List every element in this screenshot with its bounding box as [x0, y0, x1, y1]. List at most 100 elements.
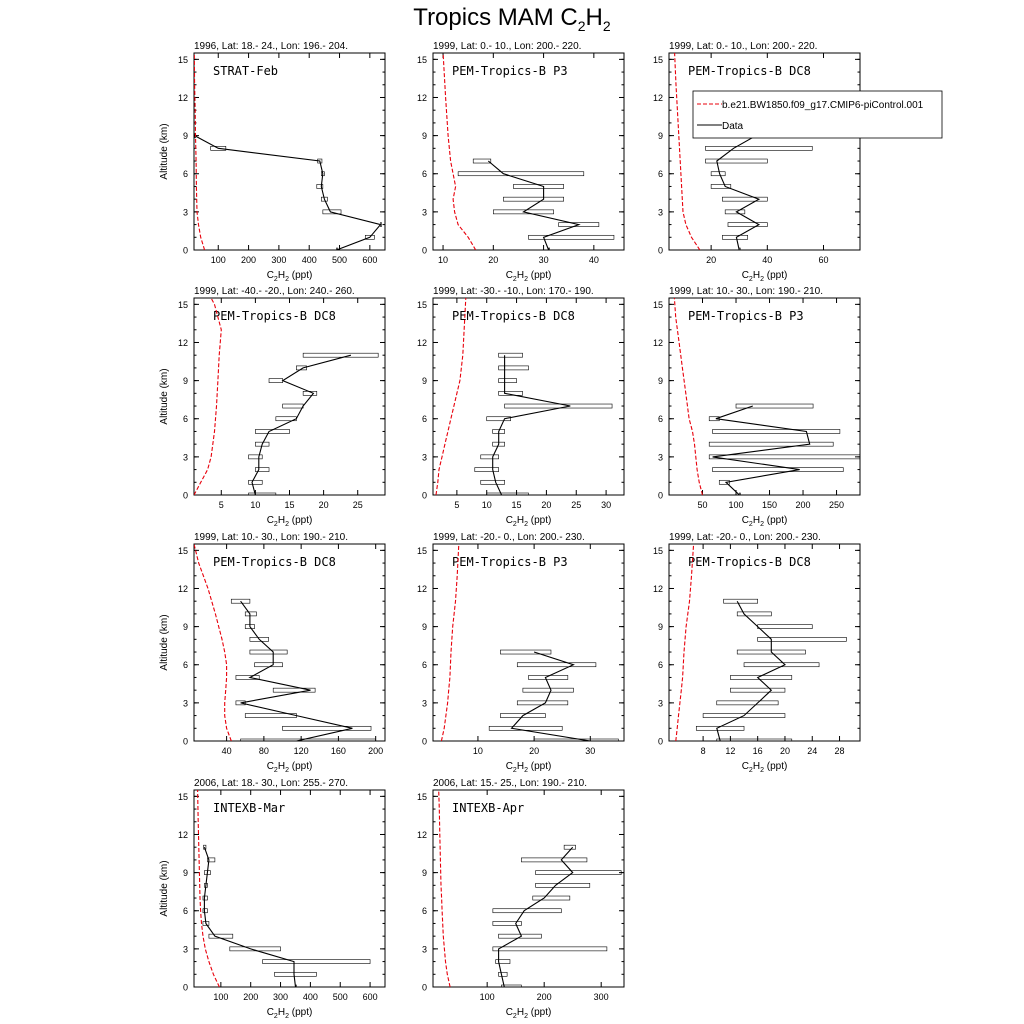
obs-range-box	[229, 946, 281, 952]
x-tick-label: 10	[473, 746, 483, 756]
obs-range-box	[274, 971, 317, 977]
x-tick-label: 8	[701, 746, 706, 756]
y-tick-label: 0	[422, 246, 427, 256]
y-tick-label: 12	[653, 93, 663, 103]
obs-range-box	[244, 611, 257, 617]
obs-range-box	[712, 467, 844, 472]
x-tick-label: 160	[331, 746, 346, 756]
legend-box	[692, 90, 943, 139]
y-tick-label: 6	[658, 169, 663, 179]
obs-range-box	[702, 713, 786, 718]
plot-area	[673, 298, 860, 495]
obs-range-box	[240, 738, 376, 741]
x-tick-label: 12	[725, 746, 735, 756]
obs-profile-line	[712, 405, 811, 495]
x-tick-label: 50	[698, 500, 708, 510]
obs-range-box	[727, 222, 768, 227]
plot-area	[442, 53, 615, 250]
obs-range-box	[498, 391, 523, 396]
y-tick-label: 12	[417, 93, 427, 103]
y-tick-label: 6	[422, 660, 427, 670]
obs-range-box	[230, 598, 251, 604]
y-tick-label: 15	[653, 546, 663, 556]
legend-obs-label: Data	[722, 121, 744, 132]
x-tick-label: 300	[594, 992, 609, 1002]
x-tick-label: 40	[589, 255, 599, 265]
obs-range-box	[488, 725, 563, 731]
x-tick-label: 25	[353, 500, 363, 510]
obs-profile-line	[203, 847, 297, 987]
y-tick-label: 12	[178, 338, 188, 348]
y-tick-label: 15	[417, 792, 427, 802]
obs-range-box	[722, 196, 768, 202]
y-tick-label: 0	[658, 246, 663, 256]
obs-range-box	[364, 234, 375, 240]
y-tick-label: 6	[183, 414, 188, 424]
y-tick-label: 12	[178, 584, 188, 594]
obs-range-box	[262, 959, 371, 964]
obs-profile-line	[510, 651, 591, 741]
y-tick-label: 0	[422, 737, 427, 747]
obs-range-box	[492, 946, 608, 952]
x-tick-label: 600	[362, 255, 377, 265]
obs-range-box	[501, 984, 522, 987]
obs-range-box	[723, 598, 758, 604]
panel-header: 1999, Lat: -30.- -10., Lon: 170.- 190.	[433, 286, 594, 297]
plot-frame	[193, 297, 386, 496]
x-tick-label: 120	[294, 746, 309, 756]
obs-range-box	[500, 713, 546, 718]
obs-range-box	[268, 378, 283, 383]
legend-model-label: b.e21.BW1850.f09_g17.CMIP6-piControl.001	[722, 100, 924, 111]
panel-header: 2006, Lat: 15.- 25., Lon: 190.- 210.	[433, 778, 587, 789]
x-axis-label: C2H2 (ppt)	[506, 761, 552, 774]
y-tick-label: 6	[422, 414, 427, 424]
chart-panel: 1999, Lat: -20.- 0., Lon: 200.- 230. PEM-…	[653, 532, 861, 774]
y-tick-label: 9	[183, 868, 188, 878]
chart-panel: 1996, Lat: 18.- 24., Lon: 196.- 204. STRA…	[159, 41, 386, 283]
obs-range-box	[322, 209, 342, 215]
obs-range-box	[295, 984, 297, 987]
y-tick-label: 12	[653, 338, 663, 348]
y-tick-label: 0	[658, 737, 663, 747]
plot-area	[194, 53, 382, 250]
y-tick-label: 3	[422, 944, 427, 954]
chart-panel: 1999, Lat: -20.- 0., Lon: 200.- 230. PEM-…	[417, 532, 625, 774]
campaign-label: PEM-Tropics-B DC8	[688, 64, 811, 78]
y-tick-label: 0	[183, 737, 188, 747]
obs-range-box	[493, 209, 554, 215]
y-tick-label: 6	[422, 169, 427, 179]
x-tick-label: 100	[213, 992, 228, 1002]
obs-range-box	[249, 649, 288, 655]
obs-range-box	[516, 662, 597, 668]
y-tick-label: 9	[658, 131, 663, 141]
y-tick-label: 6	[658, 414, 663, 424]
x-tick-label: 10	[482, 500, 492, 510]
obs-range-box	[710, 184, 732, 189]
chart-panel: 2006, Lat: 15.- 25., Lon: 190.- 210. INTE…	[417, 778, 625, 1020]
obs-range-box	[498, 365, 529, 371]
y-tick-label: 9	[183, 622, 188, 632]
obs-range-box	[480, 479, 505, 485]
y-tick-label: 9	[422, 376, 427, 386]
y-tick-label: 9	[183, 131, 188, 141]
obs-range-box	[336, 247, 338, 250]
obs-range-box	[735, 403, 814, 409]
y-tick-label: 6	[183, 169, 188, 179]
x-axis-label: C2H2 (ppt)	[267, 761, 313, 774]
panel-header: 1999, Lat: -20.- 0., Lon: 200.- 230.	[669, 532, 821, 543]
y-tick-label: 9	[183, 376, 188, 386]
plot-frame	[193, 543, 386, 742]
x-tick-label: 500	[332, 255, 347, 265]
y-axis-label: Altitude (km)	[159, 860, 170, 916]
x-tick-label: 80	[259, 746, 269, 756]
plot-frame	[668, 297, 861, 496]
plot-area	[438, 790, 622, 987]
x-tick-label: 100	[729, 500, 744, 510]
obs-range-box	[708, 454, 860, 460]
obs-range-box	[500, 649, 552, 655]
obs-range-box	[235, 700, 246, 706]
chart-panel: 1999, Lat: 0.- 10., Lon: 200.- 220. PEM-T…	[417, 41, 625, 283]
model-profile-line	[442, 53, 477, 250]
obs-range-box	[457, 171, 585, 177]
